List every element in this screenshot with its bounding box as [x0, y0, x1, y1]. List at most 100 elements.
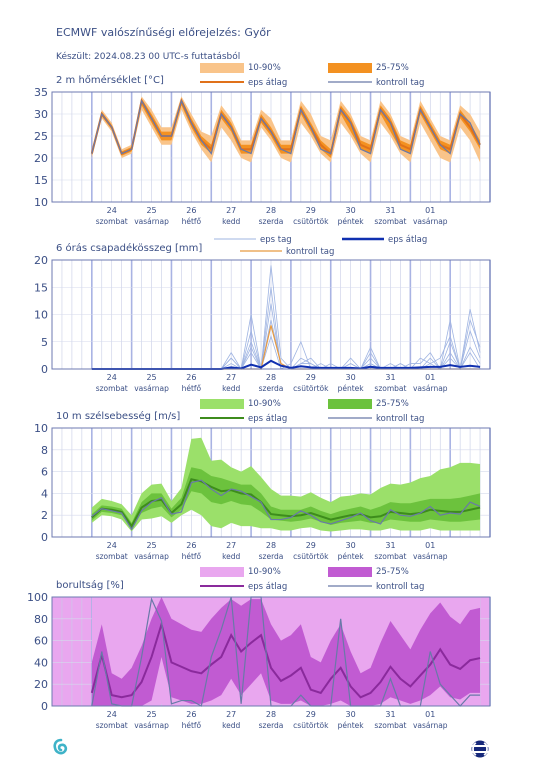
x-tick-day: 01 [425, 710, 435, 719]
x-tick-day: 31 [385, 710, 395, 719]
plot-frame [51, 596, 491, 707]
legend-label-control: kontroll tag [376, 414, 424, 424]
y-tick-label: 10 [34, 422, 48, 435]
x-tick-weekday: vasárnap [134, 552, 169, 561]
x-tick-weekday: péntek [338, 217, 365, 226]
x-tick-day: 25 [146, 710, 156, 719]
y-tick-label: 15 [34, 281, 48, 294]
x-tick-weekday: szerda [259, 552, 284, 561]
y-tick-label: 10 [34, 196, 48, 209]
y-tick-label: 40 [34, 656, 48, 669]
x-tick-weekday: vasárnap [413, 217, 448, 226]
legend-label-10-90: 10-90% [248, 567, 281, 577]
x-tick-weekday: szombat [374, 721, 406, 730]
x-tick-weekday: szerda [259, 384, 284, 393]
y-tick-label: 6 [41, 466, 48, 479]
x-tick-weekday: kedd [222, 217, 240, 226]
x-tick-day: 30 [346, 206, 356, 215]
x-tick-weekday: vasárnap [413, 721, 448, 730]
x-tick-weekday: kedd [222, 384, 240, 393]
x-tick-weekday: szombat [374, 552, 406, 561]
x-tick-day: 28 [266, 373, 276, 382]
x-tick-weekday: szerda [259, 217, 284, 226]
x-tick-day: 30 [346, 373, 356, 382]
x-tick-day: 01 [425, 541, 435, 550]
x-tick-day: 31 [385, 541, 395, 550]
x-tick-weekday: hétfő [182, 384, 202, 393]
legend-label-member: eps tag [260, 235, 292, 245]
x-tick-weekday: kedd [222, 552, 240, 561]
x-tick-day: 26 [186, 373, 196, 382]
chart-panel-4 [51, 567, 491, 707]
series-control [91, 99, 481, 155]
y-tick-label: 60 [34, 635, 48, 648]
ecmwf-logo-icon [470, 740, 490, 758]
x-tick-day: 24 [107, 206, 117, 215]
chart-panel-1 [51, 63, 491, 203]
x-tick-day: 30 [346, 710, 356, 719]
y-tick-label: 0 [41, 700, 48, 713]
x-tick-day: 27 [226, 373, 236, 382]
legend-swatch-25-75 [328, 567, 372, 577]
y-tick-label: 15 [34, 174, 48, 187]
x-tick-day: 29 [306, 541, 316, 550]
legend-label-25-75: 25-75% [376, 567, 409, 577]
x-tick-weekday: kedd [222, 721, 240, 730]
omsz-logo-icon [53, 738, 68, 755]
x-tick-day: 31 [385, 206, 395, 215]
page-subtitle: Készült: 2024.08.23 00 UTC-s futtatásból [56, 52, 241, 62]
plot-frame [51, 427, 491, 538]
series-control [91, 479, 481, 531]
x-tick-day: 30 [346, 541, 356, 550]
y-tick-label: 8 [41, 444, 48, 457]
x-tick-day: 28 [266, 541, 276, 550]
x-tick-weekday: hétfő [182, 552, 202, 561]
y-tick-label: 2 [41, 509, 48, 522]
chart-title: 10 m szélsebesség [m/s] [56, 410, 180, 422]
x-tick-weekday: hétfő [182, 217, 202, 226]
legend-swatch-25-75 [328, 399, 372, 409]
legend-label-control: kontroll tag [376, 582, 424, 592]
y-tick-label: 20 [34, 152, 48, 165]
x-tick-day: 25 [146, 373, 156, 382]
series-eps-member-1 [91, 265, 481, 370]
y-tick-label: 25 [34, 130, 48, 143]
x-tick-weekday: csütörtök [293, 384, 329, 393]
x-tick-day: 31 [385, 373, 395, 382]
y-tick-label: 5 [41, 336, 48, 349]
legend-label-25-75: 25-75% [376, 399, 409, 409]
legend-label-control: kontroll tag [286, 247, 334, 257]
x-tick-day: 27 [226, 710, 236, 719]
y-tick-label: 4 [41, 487, 48, 500]
x-tick-day: 28 [266, 710, 276, 719]
legend-label-10-90: 10-90% [248, 399, 281, 409]
legend-swatch-10-90 [200, 63, 244, 73]
chart-title: borultság [%] [56, 579, 124, 591]
legend-swatch-25-75 [328, 63, 372, 73]
x-tick-day: 27 [226, 206, 236, 215]
x-tick-day: 29 [306, 373, 316, 382]
x-tick-weekday: hétfő [182, 721, 202, 730]
x-tick-weekday: csütörtök [293, 217, 329, 226]
x-tick-weekday: vasárnap [134, 384, 169, 393]
x-tick-day: 26 [186, 541, 196, 550]
x-tick-weekday: szombat [96, 552, 128, 561]
x-tick-day: 01 [425, 206, 435, 215]
legend-label-10-90: 10-90% [248, 63, 281, 73]
legend-label-mean: eps átlag [248, 414, 287, 424]
x-tick-day: 26 [186, 206, 196, 215]
x-tick-weekday: péntek [338, 384, 365, 393]
x-tick-weekday: szombat [96, 217, 128, 226]
x-tick-weekday: péntek [338, 552, 365, 561]
x-tick-weekday: szombat [96, 384, 128, 393]
x-tick-weekday: szerda [259, 721, 284, 730]
x-tick-day: 25 [146, 206, 156, 215]
legend-swatch-10-90 [200, 567, 244, 577]
x-tick-weekday: csütörtök [293, 721, 329, 730]
page-title: ECMWF valószínűségi előrejelzés: Győr [56, 26, 271, 39]
x-tick-weekday: vasárnap [134, 217, 169, 226]
x-tick-day: 24 [107, 541, 117, 550]
series-eps-mean [90, 620, 481, 699]
chart-panel-2 [51, 237, 491, 371]
